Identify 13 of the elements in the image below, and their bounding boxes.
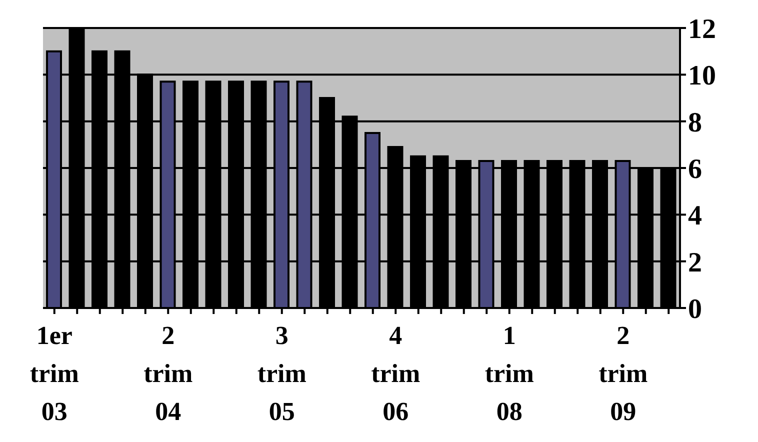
y-tick-label: 4 [688,200,702,232]
x-tick-label: 2 trim 04 [144,321,193,426]
y-tick-label: 10 [688,60,716,92]
x-tick-label: 3 trim 05 [257,321,307,426]
x-tick-label: 2 trim 09 [598,321,648,426]
y-tick-label: 0 [688,294,702,325]
y-tick-label: 2 [688,247,702,278]
x-tick-label: 4 trim 06 [371,321,420,426]
y-tick-label: 6 [688,154,702,185]
y-tick-label: 12 [688,14,716,45]
y-tick-label: 8 [688,107,702,138]
x-tick-label: 1 trim 08 [484,321,534,426]
x-tick-label: 1er trim 03 [30,321,80,426]
